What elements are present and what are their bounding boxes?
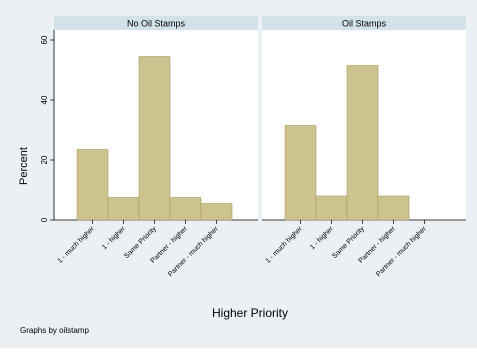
panel-title: No Oil Stamps (127, 19, 186, 29)
y-axis-label: Percent (18, 147, 30, 185)
bar (107, 197, 140, 221)
bar (169, 197, 202, 221)
bar (377, 195, 410, 221)
x-axis-label: Higher Priority (211, 306, 289, 320)
y-tick-label: 40 (40, 95, 49, 104)
panel-title: Oil Stamps (342, 19, 387, 29)
bar (138, 56, 171, 221)
bar (346, 65, 379, 221)
bar (76, 149, 109, 221)
bar (315, 195, 348, 221)
bar (200, 203, 233, 221)
panel-header (262, 16, 466, 30)
panel-header (54, 16, 258, 30)
y-tick-label: 20 (40, 155, 49, 164)
y-tick-label: 0 (40, 217, 49, 222)
bar (284, 125, 317, 221)
chart-note: Graphs by oilstamp (20, 326, 89, 335)
y-tick-label: 60 (40, 35, 49, 44)
